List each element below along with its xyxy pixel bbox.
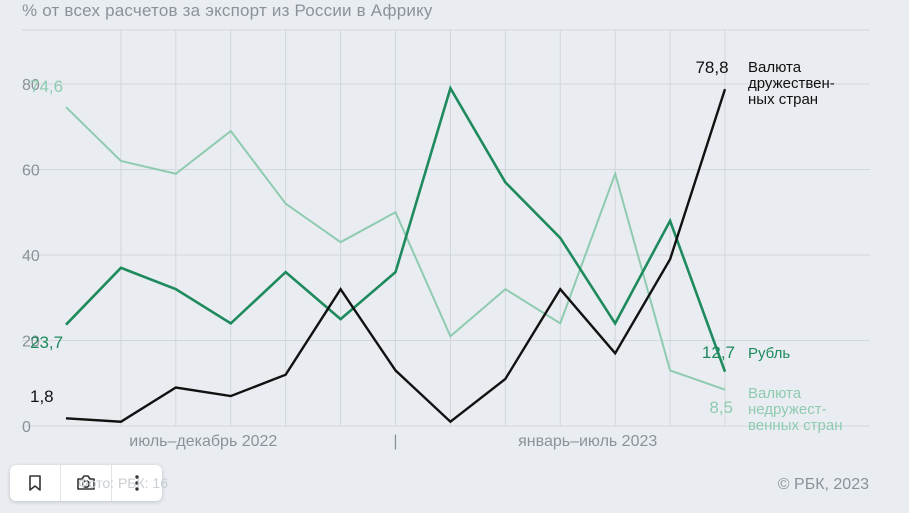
more-button[interactable]: [112, 465, 162, 501]
copyright-credit: © РБК, 2023: [777, 476, 869, 493]
y-tick-label: 60: [22, 163, 40, 180]
start-value-label-ruble: 23,7: [30, 333, 63, 352]
end-value-label-friendly: 78,8: [695, 58, 728, 77]
series-name-label-friendly: Валюта: [748, 59, 802, 76]
x-group-label: июль–декабрь 2022: [129, 433, 277, 450]
series-name-label-friendly: дружествен-: [748, 75, 835, 92]
series-line-ruble: [65, 85, 727, 373]
series-name-label-unfriendly: недружест-: [748, 401, 827, 418]
series-name-label-ruble: Рубль: [748, 345, 790, 362]
series-name-label-unfriendly: Валюта: [748, 385, 802, 402]
start-value-label-friendly: 1,8: [30, 387, 54, 406]
series-name-label-unfriendly: венных стран: [748, 417, 843, 434]
bookmark-button[interactable]: [10, 465, 61, 501]
camera-button[interactable]: [61, 465, 112, 501]
series-line-unfriendly: [65, 106, 726, 391]
start-value-label-unfriendly: 74,6: [30, 77, 63, 96]
series-line-friendly: [65, 88, 727, 424]
end-value-label-ruble: 12,7: [702, 343, 735, 362]
x-group-separator: |: [393, 433, 397, 450]
y-tick-label: 80: [22, 77, 40, 94]
y-tick-label: 20: [22, 334, 40, 351]
y-tick-label: 40: [22, 248, 40, 265]
end-value-label-unfriendly: 8,5: [709, 398, 733, 417]
image-toolbar: Фото: РБК: 16: [10, 465, 168, 501]
bookmark-icon: [29, 475, 41, 491]
y-tick-label: 0: [22, 419, 31, 436]
camera-icon: [77, 475, 95, 490]
series-name-label-friendly: ных стран: [748, 91, 818, 108]
more-vertical-icon: [135, 475, 139, 491]
x-group-label: январь–июль 2023: [518, 433, 657, 450]
chart-subtitle: % от всех расчетов за экспорт из России …: [22, 1, 433, 20]
